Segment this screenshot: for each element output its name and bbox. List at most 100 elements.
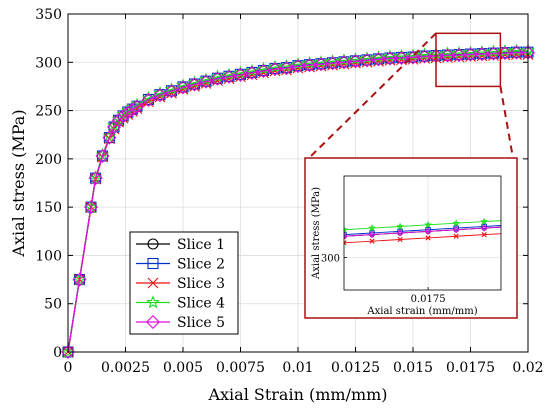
inset-series-5: [344, 224, 501, 240]
series-point: [233, 67, 248, 82]
inset-series-point: [369, 230, 375, 236]
inset-series-point: [480, 217, 489, 225]
series-point: [509, 45, 524, 60]
inset-y-axis-label: Axial stress (MPa): [311, 187, 322, 280]
legend-marker: [145, 314, 161, 330]
inset-series-point: [424, 220, 432, 229]
inset-series-point: [396, 222, 404, 230]
series-point: [198, 74, 214, 89]
inset-series-point: [453, 233, 459, 239]
inset-series-line: [344, 233, 501, 244]
series-point: [302, 58, 317, 73]
inset-chart: 0.0175 300 Axial strain (mm/mm) Axial stres…: [304, 157, 518, 319]
legend-label: Slice 3: [177, 276, 225, 292]
x-axis-label: Axial Strain (mm/mm): [207, 385, 387, 404]
series-point: [382, 51, 398, 66]
x-tick-label: 0.015: [393, 360, 433, 376]
series-point: [103, 132, 115, 144]
series-point: [116, 109, 131, 124]
x-tick-label: 0: [64, 360, 73, 376]
series-point: [244, 65, 260, 80]
series-point: [440, 48, 455, 63]
legend-label: Slice 1: [177, 237, 225, 253]
series-point: [279, 61, 294, 76]
x-tick-label: 0.02: [512, 360, 543, 376]
legend-label: Slice 2: [177, 257, 225, 273]
inset-series-point: [481, 232, 487, 238]
y-axis-label: Axial stress (MPa): [9, 109, 28, 257]
x-tick-label: 0.0075: [216, 360, 265, 376]
zoom-annotation: [308, 32, 514, 159]
series-point: [72, 272, 87, 287]
x-tick-label: 0.01: [282, 360, 313, 376]
inset-series-line: [344, 220, 501, 231]
inset-y-tick-label: 300: [321, 253, 340, 264]
series-point: [417, 49, 432, 64]
x-tick-label: 0.0025: [101, 360, 150, 376]
series-point: [451, 48, 467, 63]
series-point: [486, 46, 501, 61]
inset-series-point: [397, 228, 403, 235]
series-point: [111, 113, 126, 128]
inset-border: [304, 157, 518, 319]
series-point: [267, 62, 283, 77]
inset-series-point: [452, 219, 460, 227]
y-tick-label: 300: [35, 55, 62, 71]
legend-entry: Slice 2: [136, 257, 225, 273]
series-point: [256, 63, 271, 79]
inset-series-point: [344, 240, 347, 246]
series-point: [175, 80, 191, 95]
y-tick-label: 200: [35, 152, 62, 168]
inset-series-point: [481, 223, 487, 230]
inset-series-line: [344, 226, 501, 237]
legend-label: Slice 4: [177, 296, 225, 312]
legend-marker: [147, 257, 159, 270]
series-point: [95, 148, 110, 163]
series-point: [83, 200, 99, 215]
inset-series-line: [344, 225, 501, 236]
series-point: [348, 54, 363, 69]
y-tick-label: 250: [35, 104, 62, 120]
inset-series-point: [453, 225, 459, 231]
series-point: [152, 88, 168, 103]
inset-series: [344, 217, 501, 246]
legend-marker: [147, 238, 159, 250]
inset-series-point: [397, 236, 403, 243]
inset-x-tick-label: 0.0175: [411, 294, 446, 305]
inset-series-point: [452, 226, 460, 234]
x-tick-label: 0.0125: [331, 360, 380, 376]
series-point: [102, 130, 117, 145]
legend-entry: Slice 1: [136, 237, 225, 253]
y-tick-label: 50: [44, 297, 62, 313]
inset-series-point: [425, 235, 431, 241]
inset-series-point: [344, 231, 347, 238]
legend-label: Slice 5: [177, 315, 225, 331]
legend-entry: Slice 3: [136, 276, 225, 292]
series-point: [164, 84, 179, 99]
inset-series-point: [424, 227, 432, 235]
inset-frame: [343, 175, 502, 291]
inset-series-point: [368, 231, 376, 239]
series-point: [221, 69, 237, 84]
inset-series-point: [396, 229, 404, 237]
series-point: [120, 105, 135, 120]
series-5: [60, 45, 536, 360]
inset-series-2: [344, 223, 501, 238]
legend-marker: [147, 277, 159, 289]
y-tick-label: 0: [53, 345, 62, 361]
inset-series-4: [344, 217, 501, 234]
series-point: [106, 119, 122, 135]
series-point: [187, 77, 202, 92]
zoom-connector: [308, 32, 437, 159]
zoom-box: [435, 32, 502, 88]
inset-series-point: [344, 225, 348, 234]
series-point: [394, 50, 409, 65]
series-point: [88, 171, 103, 186]
series-point: [405, 50, 421, 65]
legend: Slice 1 Slice 2 Slice 3 Slice 4 Slice 5: [129, 231, 239, 335]
inset-series-point: [369, 238, 375, 244]
series-point: [336, 55, 352, 70]
series-point: [463, 47, 478, 62]
